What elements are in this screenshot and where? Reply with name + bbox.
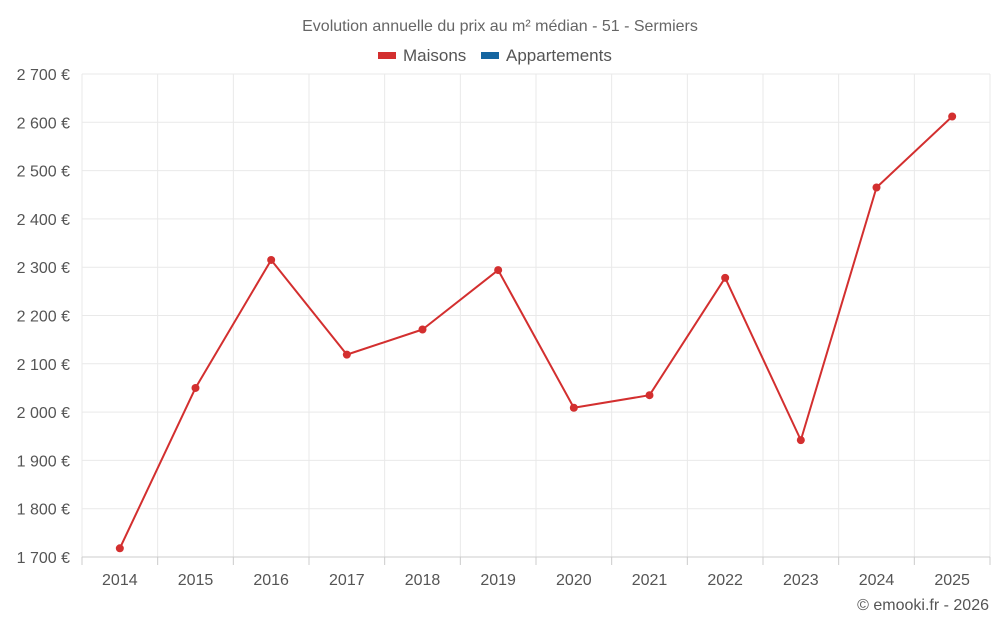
x-tick-label: 2019 (480, 572, 516, 589)
y-tick-label: 2 200 € (17, 309, 70, 326)
legend-item-maisons[interactable]: Maisons (378, 46, 466, 65)
x-gridlines (81, 74, 991, 557)
credit-text: © emooki.fr - 2026 (857, 597, 989, 614)
chart-title: Evolution annuelle du prix au m² médian … (302, 18, 698, 35)
x-tick-label: 2025 (934, 572, 970, 589)
data-point-maisons (948, 112, 957, 121)
y-tick-label: 2 700 € (17, 67, 70, 84)
y-tick-label: 1 700 € (17, 550, 70, 567)
data-point-maisons (645, 391, 654, 400)
data-point-maisons (796, 436, 805, 445)
data-point-maisons (342, 350, 351, 359)
y-tick-label: 2 300 € (17, 260, 70, 277)
data-point-maisons (191, 383, 200, 392)
x-tick-label: 2018 (405, 572, 441, 589)
data-point-maisons (115, 544, 124, 553)
x-tick-label: 2024 (859, 572, 895, 589)
y-tick-label: 2 500 € (17, 164, 70, 181)
data-point-maisons (569, 403, 578, 412)
y-tick-label: 2 100 € (17, 357, 70, 374)
series-layer (115, 112, 957, 553)
data-point-maisons (267, 255, 276, 264)
data-point-maisons (494, 266, 503, 275)
x-tick-label: 2020 (556, 572, 592, 589)
legend-swatch-appartements (481, 52, 499, 59)
x-tick-label: 2021 (632, 572, 668, 589)
x-tick-label: 2016 (253, 572, 289, 589)
series-line-maisons (118, 115, 953, 549)
x-tick-label: 2023 (783, 572, 819, 589)
y-tick-label: 2 400 € (17, 212, 70, 229)
y-axis-labels: 1 700 € 1 800 € 1 900 € 2 000 € 2 100 € 2 200… (17, 67, 70, 567)
legend-item-appartements[interactable]: Appartements (481, 46, 612, 65)
x-tick-label: 2014 (102, 572, 138, 589)
y-tick-label: 2 600 € (17, 115, 70, 132)
y-tick-label: 1 900 € (17, 453, 70, 470)
x-tick-label: 2015 (178, 572, 214, 589)
x-tick-label: 2017 (329, 572, 365, 589)
legend-label-maisons: Maisons (403, 46, 466, 65)
y-tick-label: 2 000 € (17, 405, 70, 422)
legend-label-appartements: Appartements (506, 46, 612, 65)
data-point-maisons (721, 273, 730, 282)
x-tick-label: 2022 (707, 572, 743, 589)
data-point-maisons (872, 183, 881, 192)
legend-swatch-maisons (378, 52, 396, 59)
data-point-maisons (418, 325, 427, 334)
y-tick-label: 1 800 € (17, 502, 70, 519)
legend: Maisons Appartements (378, 46, 612, 65)
x-axis: 2014 2015 2016 2017 2018 2019 2020 2021 2022 2023… (81, 556, 991, 589)
